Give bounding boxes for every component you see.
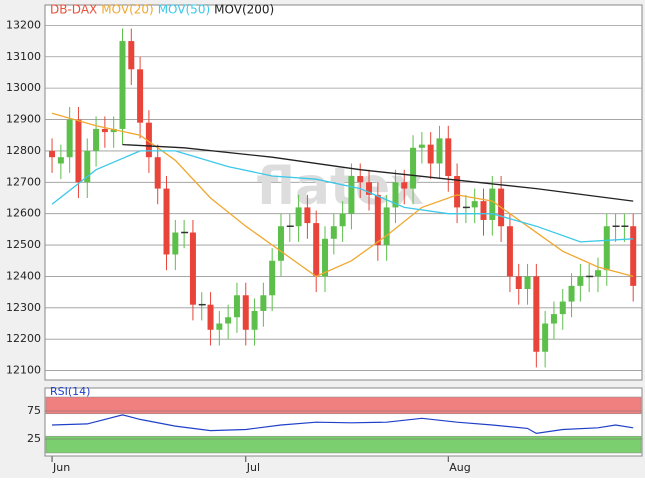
y-tick-label: 12300 (6, 301, 41, 314)
candle-body (172, 232, 179, 255)
x-tick-label: Jun (52, 461, 70, 474)
rsi-band (45, 396, 642, 415)
candle-body (594, 270, 601, 277)
candle-body (383, 207, 390, 246)
candle-body (163, 188, 170, 255)
candle-body (603, 226, 610, 271)
candle-body (480, 201, 487, 220)
plot-area (44, 4, 643, 381)
legend-entry: MOV(200) (214, 3, 274, 17)
candle-body (128, 41, 135, 70)
legend-entry: DB-DAX (50, 3, 97, 17)
candle-body (489, 188, 496, 220)
candle-body (322, 238, 329, 277)
rsi-line (51, 414, 634, 435)
moving-average-line (51, 112, 634, 278)
y-tick-label: 12900 (6, 113, 41, 126)
candle-body (524, 276, 531, 289)
y-tick-label: 12100 (6, 364, 41, 377)
candle-body (93, 128, 100, 151)
y-tick-label: 12400 (6, 269, 41, 282)
candle-body (357, 176, 364, 183)
rsi-band (45, 435, 642, 454)
candle-body (515, 276, 522, 289)
y-tick-label: 75 (27, 404, 41, 417)
watermark: flatex (256, 157, 423, 217)
candle-body (436, 138, 443, 164)
candle-body (225, 317, 232, 324)
y-tick-label: 12600 (6, 207, 41, 220)
moving-average-line (51, 150, 634, 243)
moving-average-line (122, 143, 634, 202)
y-tick-label: 12700 (6, 175, 41, 188)
candle-body (207, 304, 214, 330)
candle-body (137, 69, 144, 123)
candle-body (427, 144, 434, 164)
candle-body (454, 176, 461, 208)
candle-body (418, 144, 425, 148)
candle-body (57, 157, 64, 164)
candle-body (410, 147, 417, 189)
y-tick-label: 13000 (6, 81, 41, 94)
candle-body (401, 182, 408, 189)
candle-body (374, 194, 381, 246)
candle-body (577, 276, 584, 286)
candle-body (550, 314, 557, 324)
candle-body (330, 226, 337, 239)
y-tick-label: 12800 (6, 144, 41, 157)
candle-body (49, 150, 56, 158)
candle-body (471, 201, 478, 208)
candle-body (251, 310, 258, 330)
candle-body (277, 226, 284, 261)
candle-body (339, 213, 346, 227)
candle-body (242, 295, 249, 330)
candle-body (260, 295, 267, 311)
candle-body (568, 285, 575, 302)
candle-body (392, 182, 399, 208)
candle-body (542, 323, 549, 352)
x-tick-label: Jul (246, 461, 260, 474)
legend-entry: MOV(50) (158, 3, 210, 17)
candle-body (630, 226, 637, 286)
candle-body (189, 232, 196, 305)
candle-body (348, 176, 355, 214)
candle-body (216, 323, 223, 330)
y-tick-label: 12500 (6, 238, 41, 251)
legend-entry: MOV(20) (101, 3, 153, 17)
candle-body (304, 207, 311, 224)
candle-body (75, 119, 82, 183)
candle-body (84, 150, 91, 183)
candle-body (445, 138, 452, 177)
y-tick-label: 13200 (6, 18, 41, 31)
candle-body (101, 128, 108, 133)
y-tick-label: 12200 (6, 332, 41, 345)
candle-body (506, 226, 513, 277)
candle-body (559, 301, 566, 315)
x-tick-label: Aug (449, 461, 470, 474)
candle-body (313, 223, 320, 277)
y-tick-label: 13100 (6, 50, 41, 63)
candle-body (66, 119, 73, 158)
candle-body (119, 41, 126, 129)
candle-body (145, 122, 152, 158)
panel-title: RSI(14) (50, 385, 90, 398)
candle-body (233, 295, 240, 318)
candle-body (269, 260, 276, 296)
candle-body (366, 182, 373, 195)
y-tick-label: 25 (27, 432, 41, 445)
candle-body (110, 128, 117, 133)
candle-body (154, 157, 161, 189)
candle-body (295, 207, 302, 227)
candle-body (533, 276, 540, 352)
